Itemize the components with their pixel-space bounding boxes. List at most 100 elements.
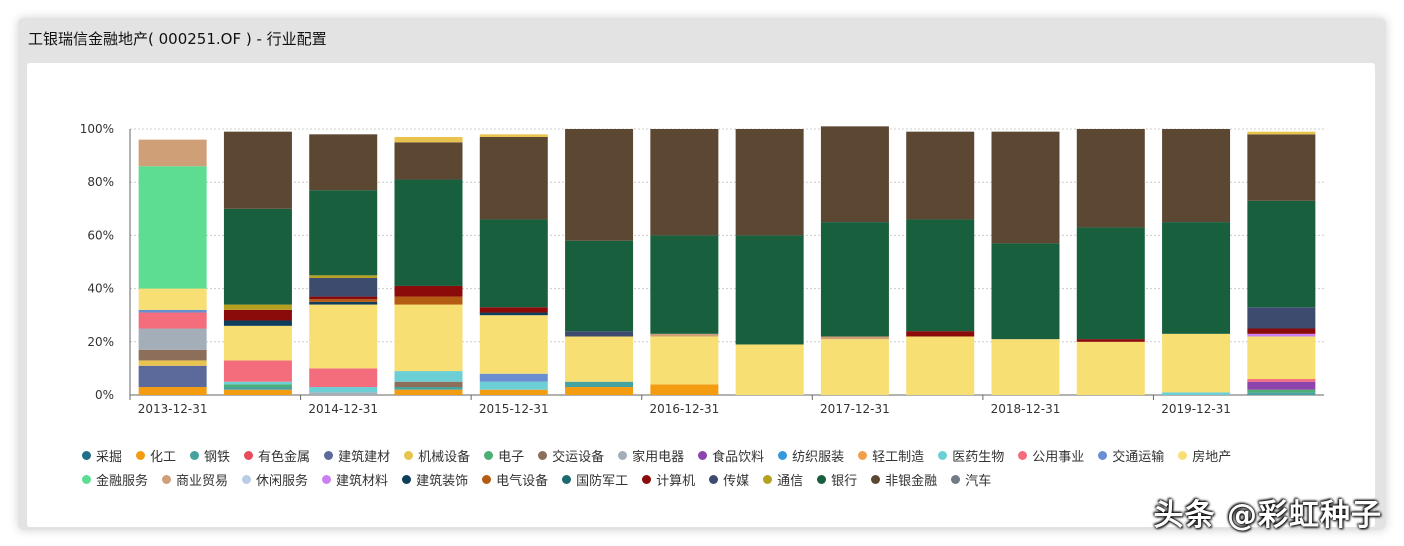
bar-segment[interactable]: [1247, 200, 1316, 308]
legend-item[interactable]: 非银金融: [871, 471, 937, 489]
legend-item[interactable]: 计算机: [642, 471, 695, 489]
bar-segment[interactable]: [223, 131, 292, 209]
bar-segment[interactable]: [394, 179, 463, 286]
bar-segment[interactable]: [394, 371, 463, 382]
bar-segment[interactable]: [1247, 392, 1316, 395]
bar-segment[interactable]: [223, 304, 292, 310]
bar-segment[interactable]: [1162, 129, 1231, 223]
legend-item[interactable]: 通信: [763, 471, 803, 489]
bar-segment[interactable]: [309, 368, 378, 388]
bar-segment[interactable]: [1247, 328, 1316, 334]
bar-segment[interactable]: [1247, 307, 1316, 329]
bar-segment[interactable]: [138, 139, 207, 167]
bar-segment[interactable]: [479, 315, 548, 374]
bar-segment[interactable]: [735, 235, 804, 345]
bar-segment[interactable]: [565, 129, 634, 241]
bar-segment[interactable]: [223, 360, 292, 382]
bar-segment[interactable]: [1076, 227, 1145, 340]
legend-item[interactable]: 家用电器: [618, 447, 684, 465]
bar-segment[interactable]: [479, 381, 548, 390]
bar-segment[interactable]: [650, 333, 719, 337]
bar-segment[interactable]: [735, 129, 804, 236]
bar-segment[interactable]: [138, 309, 207, 313]
bar-segment[interactable]: [479, 373, 548, 382]
legend-item[interactable]: 传媒: [709, 471, 749, 489]
bar-segment[interactable]: [820, 126, 889, 223]
bar-segment[interactable]: [309, 301, 378, 305]
bar-segment[interactable]: [1076, 129, 1145, 228]
legend-item[interactable]: 交运设备: [538, 447, 604, 465]
bar-segment[interactable]: [223, 325, 292, 361]
bar-segment[interactable]: [394, 389, 463, 395]
legend-item[interactable]: 公用事业: [1018, 447, 1084, 465]
bar-segment[interactable]: [735, 344, 804, 395]
legend-item[interactable]: 银行: [817, 471, 857, 489]
legend-item[interactable]: 电子: [484, 447, 524, 465]
bar-segment[interactable]: [1162, 222, 1231, 334]
bar-segment[interactable]: [565, 336, 634, 382]
bar-segment[interactable]: [138, 365, 207, 388]
legend-item[interactable]: 汽车: [951, 471, 991, 489]
bar-segment[interactable]: [394, 285, 463, 297]
bar-segment[interactable]: [138, 288, 207, 310]
bar-segment[interactable]: [479, 219, 548, 308]
bar-segment[interactable]: [309, 190, 378, 276]
bar-segment[interactable]: [138, 166, 207, 289]
bar-segment[interactable]: [138, 360, 207, 366]
bar-segment[interactable]: [138, 328, 207, 350]
legend-item[interactable]: 化工: [136, 447, 176, 465]
legend-item[interactable]: 金融服务: [82, 471, 148, 489]
bar-segment[interactable]: [565, 240, 634, 332]
bar-segment[interactable]: [479, 307, 548, 313]
bar-segment[interactable]: [565, 387, 634, 395]
bar-segment[interactable]: [309, 277, 378, 297]
bar-segment[interactable]: [991, 131, 1060, 244]
bar-segment[interactable]: [906, 336, 975, 395]
bar-segment[interactable]: [309, 134, 378, 191]
bar-segment[interactable]: [1162, 333, 1231, 393]
bar-segment[interactable]: [650, 384, 719, 395]
bar-segment[interactable]: [479, 389, 548, 395]
bar-segment[interactable]: [1247, 336, 1316, 380]
legend-item[interactable]: 国防军工: [562, 471, 628, 489]
bar-segment[interactable]: [394, 387, 463, 390]
bar-segment[interactable]: [1247, 134, 1316, 201]
legend-item[interactable]: 采掘: [82, 447, 122, 465]
bar-segment[interactable]: [1076, 341, 1145, 395]
bar-segment[interactable]: [1247, 381, 1316, 390]
bar-segment[interactable]: [223, 384, 292, 388]
bar-segment[interactable]: [479, 134, 548, 137]
bar-segment[interactable]: [309, 392, 378, 395]
legend-item[interactable]: 建筑建材: [324, 447, 390, 465]
bar-segment[interactable]: [223, 208, 292, 305]
bar-segment[interactable]: [906, 331, 975, 337]
bar-segment[interactable]: [309, 387, 378, 393]
legend-item[interactable]: 食品饮料: [698, 447, 764, 465]
legend-item[interactable]: 房地产: [1178, 447, 1231, 465]
bar-segment[interactable]: [223, 387, 292, 390]
bar-segment[interactable]: [394, 381, 463, 388]
bar-segment[interactable]: [394, 136, 463, 143]
legend-item[interactable]: 电气设备: [482, 471, 548, 489]
bar-segment[interactable]: [394, 304, 463, 372]
bar-segment[interactable]: [1247, 389, 1316, 393]
bar-segment[interactable]: [309, 304, 378, 369]
bar-segment[interactable]: [138, 387, 207, 395]
legend-item[interactable]: 交通运输: [1098, 447, 1164, 465]
bar-segment[interactable]: [138, 312, 207, 329]
bar-segment[interactable]: [991, 243, 1060, 340]
bar-segment[interactable]: [309, 296, 378, 300]
bar-segment[interactable]: [820, 222, 889, 337]
bar-segment[interactable]: [309, 299, 378, 302]
legend-item[interactable]: 机械设备: [404, 447, 470, 465]
bar-segment[interactable]: [1076, 339, 1145, 342]
legend-item[interactable]: 医药生物: [938, 447, 1004, 465]
bar-segment[interactable]: [650, 235, 719, 334]
bar-segment[interactable]: [223, 381, 292, 385]
bar-segment[interactable]: [309, 275, 378, 278]
legend-item[interactable]: 商业贸易: [162, 471, 228, 489]
legend-item[interactable]: 建筑材料: [322, 471, 388, 489]
bar-segment[interactable]: [479, 136, 548, 220]
bar-segment[interactable]: [820, 339, 889, 395]
bar-segment[interactable]: [820, 336, 889, 340]
